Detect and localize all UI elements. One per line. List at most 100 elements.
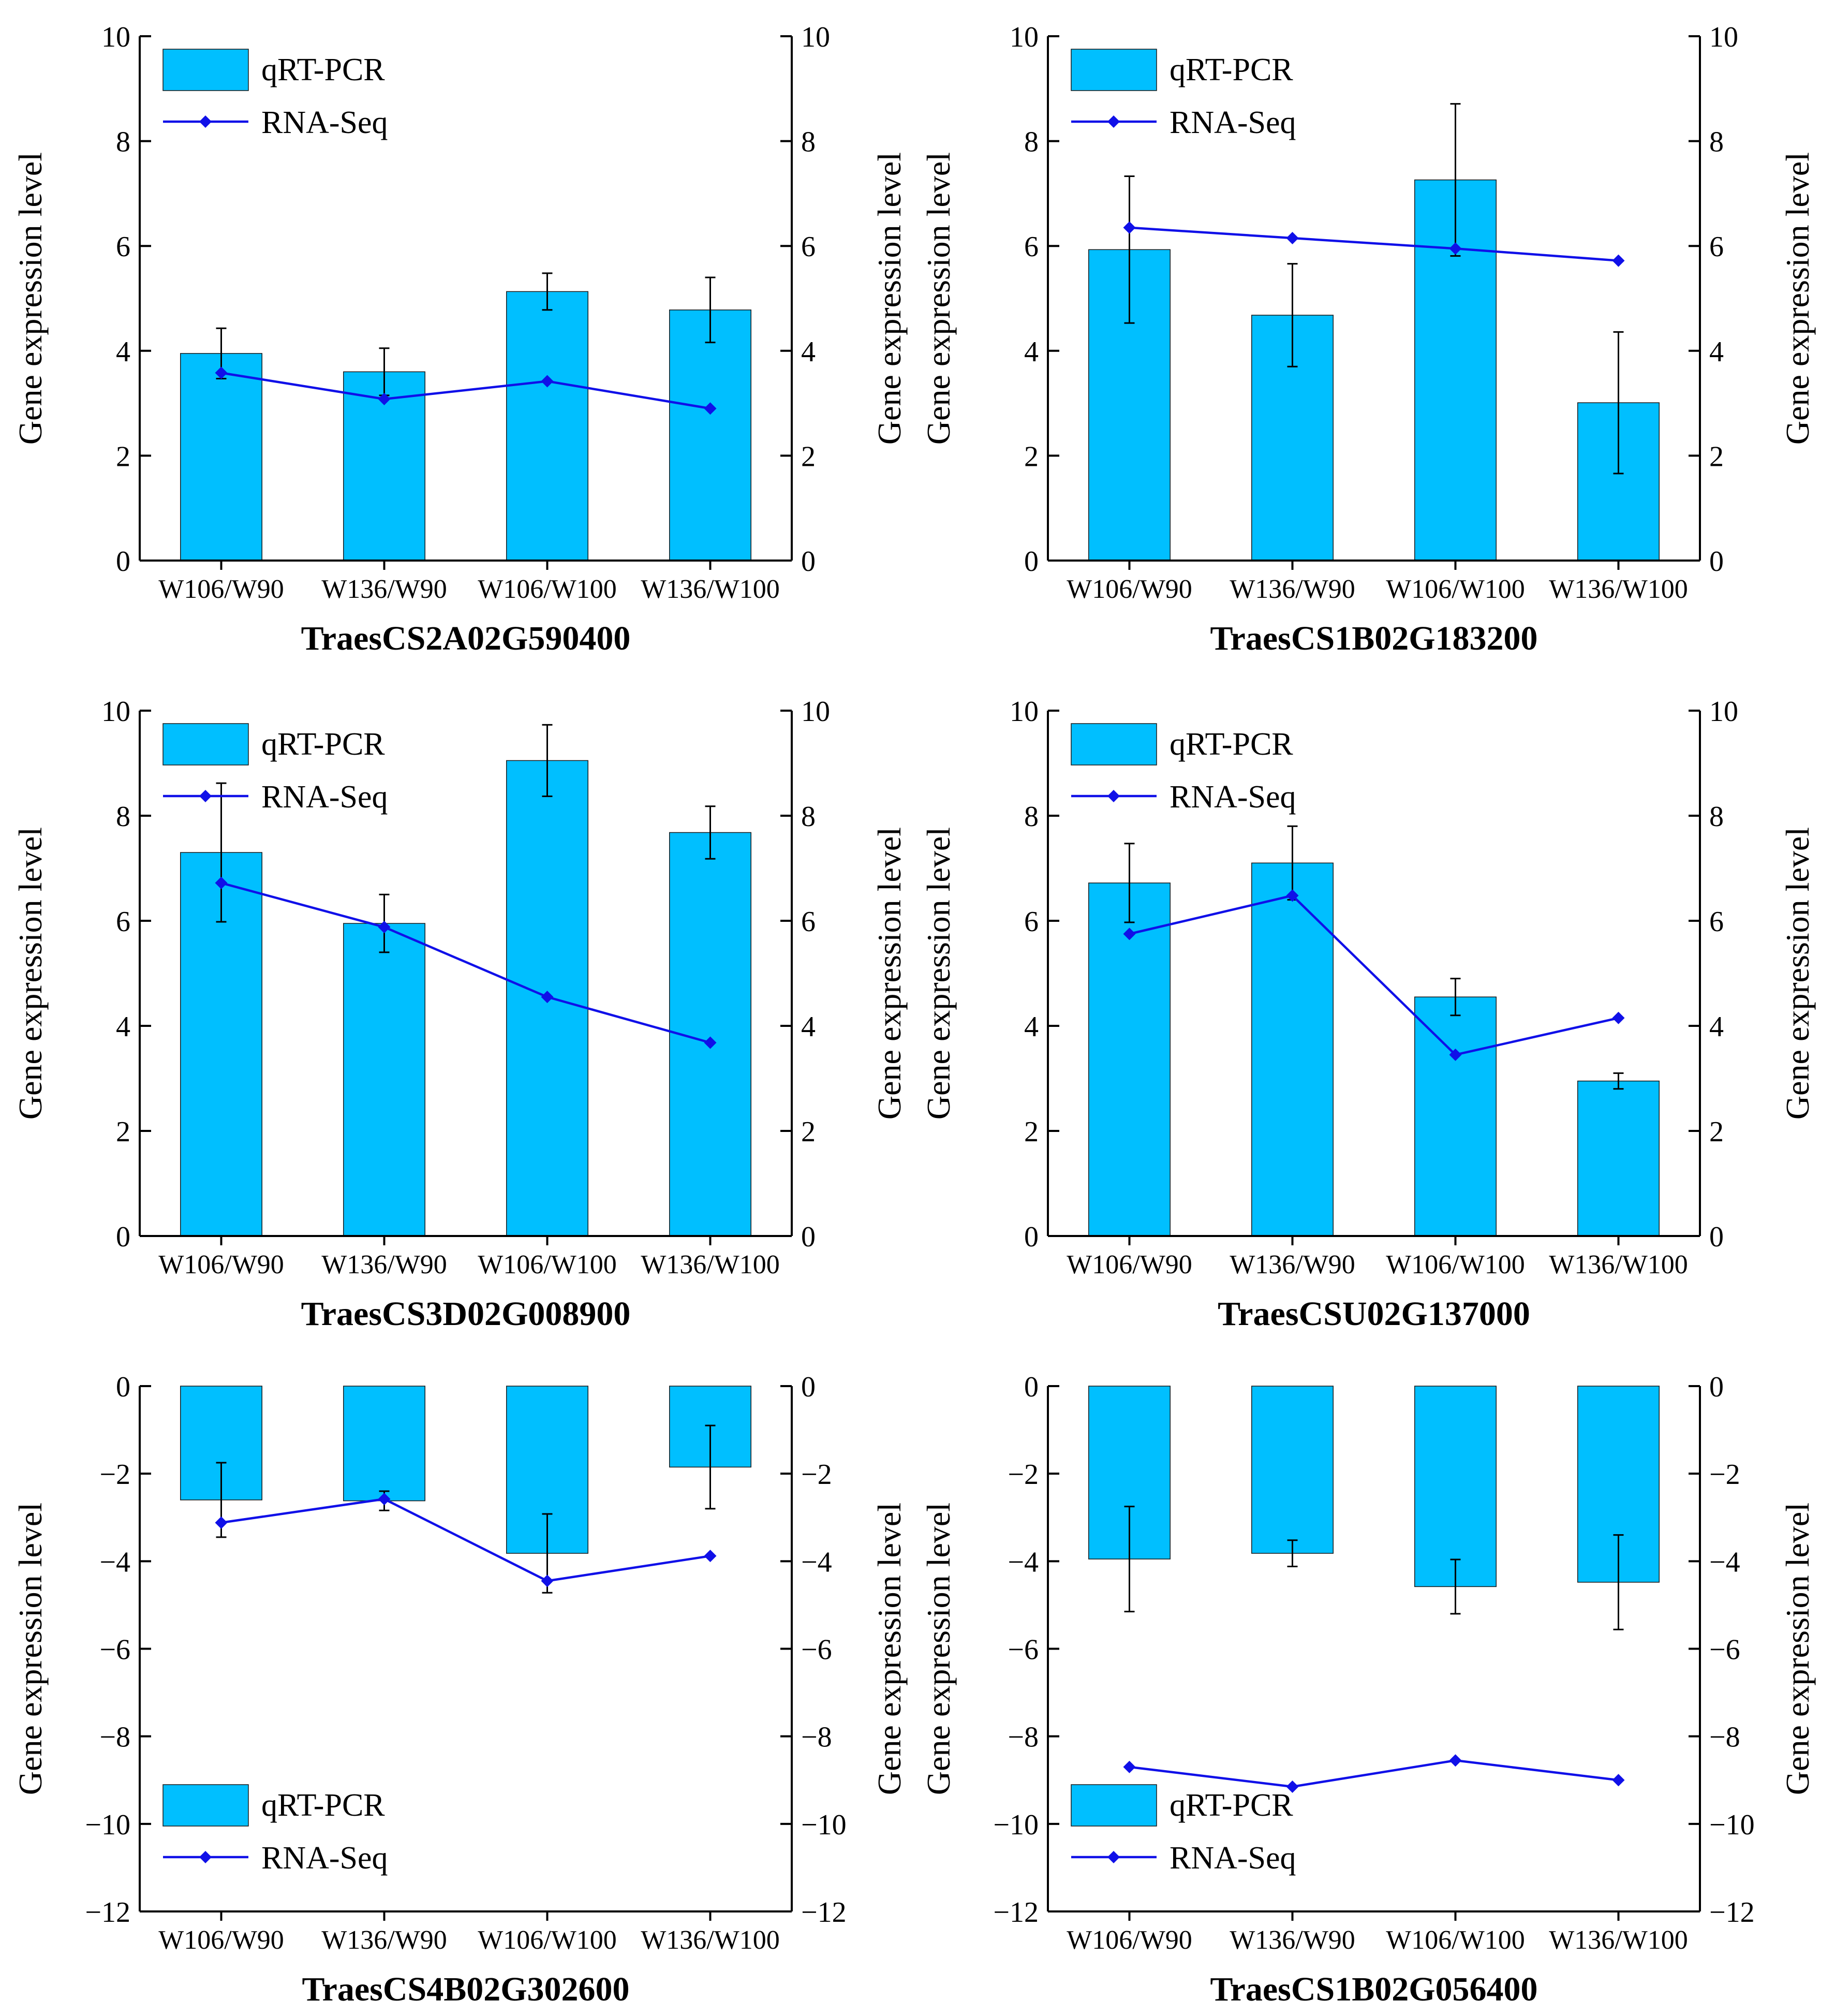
chart-4-ytick-label-left: 8	[1024, 801, 1039, 833]
chart-3-ytick-label-left: 10	[101, 696, 130, 728]
chart-2-error-bar-1	[1124, 175, 1135, 324]
legend-line-marker	[199, 115, 212, 128]
chart-3-ytick-label-left: 8	[116, 801, 130, 833]
chart-4-ytick-label-left: 10	[1010, 696, 1039, 728]
chart-3-rna-seq-line	[220, 881, 711, 1044]
chart-4-bar-1	[1088, 882, 1171, 1237]
chart-1-rna-seq-point-3	[541, 375, 554, 388]
chart-3-gene-title: TraesCS3D02G008900	[301, 1295, 631, 1333]
chart-2-ytick-label-left: 4	[1024, 336, 1039, 368]
chart-2-ytick-label-left: 2	[1024, 440, 1039, 473]
chart-1-rna-seq-point-2	[378, 392, 391, 405]
chart-4-error-bar-4	[1613, 1072, 1624, 1090]
chart-2-legend: qRT-PCR RNA-Seq	[1071, 49, 1296, 140]
legend-line-marker	[1107, 1851, 1120, 1863]
chart-1-gene-title: TraesCS2A02G590400	[301, 620, 631, 657]
chart-6-rna-seq-point-2	[1286, 1780, 1299, 1793]
chart-2-error-bar-2	[1287, 263, 1298, 367]
chart-5-category-label-1: W106/W90	[158, 1925, 284, 1955]
chart-6-gene-title: TraesCS1B02G056400	[1210, 1970, 1537, 2008]
chart-5-ytick-label-right: −2	[801, 1459, 832, 1491]
chart-6-category-label-3: W106/W100	[1386, 1925, 1525, 1955]
chart-2: 0 0 2 2 4 4 6 6 8 8 10 10 W106/W90 W136/W90 W106/W100 W…	[920, 21, 1816, 657]
chart-5-ytick-label-left: −12	[85, 1896, 130, 1929]
chart-3-bar-2	[343, 923, 425, 1237]
chart-4-ytick-label-left: 4	[1024, 1011, 1039, 1043]
chart-1-legend: qRT-PCR RNA-Seq	[162, 49, 388, 140]
chart-6-ylabel-left: Gene expression level	[920, 1503, 957, 1795]
chart-3-ytick-label-right: 6	[801, 906, 816, 938]
chart-5-ytick-label-left: −8	[99, 1721, 130, 1754]
chart-4-ytick-label-left: 0	[1024, 1221, 1039, 1253]
chart-6-ytick-label-right: 0	[1709, 1371, 1724, 1403]
chart-6-ytick-label-left: 0	[1024, 1371, 1039, 1403]
chart-5-category-label-2: W136/W90	[321, 1925, 447, 1955]
chart-6-legend: qRT-PCR RNA-Seq	[1071, 1784, 1296, 1876]
legend-label-qrt-pcr: qRT-PCR	[1170, 1788, 1293, 1823]
chart-2-rna-seq-point-4	[1612, 254, 1625, 267]
legend-bar-swatch	[1071, 49, 1157, 91]
chart-4-error-bar-1	[1124, 843, 1135, 923]
chart-4-bar-2	[1251, 862, 1334, 1237]
chart-1-rna-seq-line	[221, 372, 711, 410]
chart-2-ytick-label-right: 10	[1709, 21, 1738, 53]
chart-4-gene-title: TraesCSU02G137000	[1218, 1295, 1530, 1333]
chart-1-category-label-2: W136/W90	[321, 575, 447, 604]
chart-5: 0 0 −2 −2 −4 −4 −6 −6 −8 −8 −10 −10 −12 −12 W106/W90 W1…	[12, 1371, 908, 2008]
chart-5-ytick-label-right: −12	[801, 1896, 847, 1929]
chart-5-category-label-4: W136/W100	[641, 1925, 780, 1955]
chart-6-category-label-1: W106/W90	[1067, 1925, 1192, 1955]
chart-5-ytick-label-right: −10	[801, 1809, 847, 1841]
chart-4-ytick-label-left: 2	[1024, 1116, 1039, 1148]
chart-5-ytick-label-right: −8	[801, 1721, 832, 1754]
chart-6-error-bar-3	[1450, 1558, 1461, 1615]
chart-6-category-label-4: W136/W100	[1549, 1925, 1688, 1955]
chart-5-bar-2	[343, 1386, 425, 1502]
chart-3-error-bar-4	[705, 805, 716, 860]
chart-2-error-bar-4	[1613, 331, 1624, 475]
chart-5-rna-seq-point-4	[704, 1550, 717, 1563]
chart-6-rna-seq-point-4	[1612, 1774, 1625, 1787]
chart-5-ytick-label-right: 0	[801, 1371, 816, 1403]
chart-5-ytick-label-left: −6	[99, 1634, 130, 1666]
chart-2-category-label-3: W106/W100	[1386, 575, 1525, 604]
chart-3-rna-seq-point-3	[541, 991, 554, 1004]
chart-5-ytick-label-left: −10	[85, 1809, 130, 1841]
chart-2-rna-seq-line	[1129, 226, 1619, 262]
legend-label-qrt-pcr: qRT-PCR	[261, 52, 385, 87]
chart-2-ytick-label-left: 0	[1024, 546, 1039, 578]
chart-6-error-bar-1	[1124, 1506, 1135, 1613]
chart-1-error-bar-3	[542, 272, 553, 311]
chart-5-ylabel-left: Gene expression level	[12, 1503, 49, 1795]
chart-3-ytick-label-left: 2	[116, 1116, 130, 1148]
chart-4-ytick-label-right: 8	[1709, 801, 1724, 833]
chart-4-ytick-label-left: 6	[1024, 906, 1039, 938]
chart-6-ytick-label-right: −4	[1709, 1546, 1740, 1578]
chart-3-ylabel-right: Gene expression level	[871, 827, 908, 1120]
chart-3-rna-seq-point-2	[378, 921, 391, 934]
legend-label-qrt-pcr: qRT-PCR	[261, 727, 385, 762]
chart-5-category-label-3: W106/W100	[478, 1925, 617, 1955]
chart-4: 0 0 2 2 4 4 6 6 8 8 10 10 W106/W90 W136/W90 W106/W100 W…	[920, 696, 1816, 1333]
chart-4-ylabel-left: Gene expression level	[920, 827, 957, 1120]
chart-2-error-bar-3	[1450, 103, 1461, 257]
chart-2-rna-seq-point-1	[1123, 221, 1136, 234]
chart-5-ytick-label-right: −4	[801, 1546, 832, 1578]
chart-1-ytick-label-left: 6	[116, 231, 130, 263]
chart-3-ytick-label-left: 6	[116, 906, 130, 938]
chart-6-error-bar-2	[1287, 1539, 1298, 1567]
legend-label-rna-seq: RNA-Seq	[1170, 105, 1296, 140]
chart-2-category-label-2: W136/W90	[1230, 575, 1355, 604]
chart-1-bar-3	[506, 291, 588, 561]
chart-3-ytick-label-left: 0	[116, 1221, 130, 1253]
legend-label-rna-seq: RNA-Seq	[1170, 1841, 1296, 1876]
chart-2-ytick-label-left: 10	[1010, 21, 1039, 53]
chart-1-ytick-label-right: 10	[801, 21, 830, 53]
chart-5-rna-seq-point-3	[541, 1574, 554, 1587]
chart-1-ytick-label-right: 6	[801, 231, 816, 263]
chart-3-category-label-4: W136/W100	[641, 1250, 780, 1279]
chart-3-ytick-label-right: 4	[801, 1011, 816, 1043]
chart-2-rna-seq-point-3	[1449, 242, 1462, 255]
chart-4-ytick-label-right: 0	[1709, 1221, 1724, 1253]
chart-1-rna-seq-point-4	[704, 402, 717, 415]
